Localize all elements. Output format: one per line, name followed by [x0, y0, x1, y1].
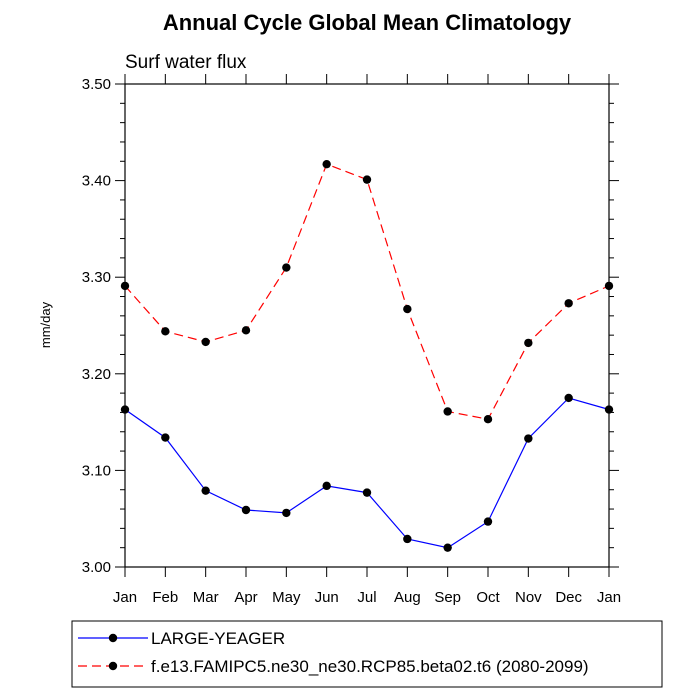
data-point	[322, 159, 331, 169]
data-point	[564, 299, 573, 308]
data-point	[282, 508, 291, 518]
legend-box	[71, 620, 663, 688]
x-tick-label: Oct	[476, 589, 500, 606]
legend-entry: LARGE-YEAGER	[78, 629, 285, 648]
chart-subtitle: Surf water flux	[125, 52, 247, 73]
data-point	[403, 534, 412, 544]
x-tick-label: Mar	[193, 589, 219, 606]
y-tick-label: 3.20	[82, 366, 111, 383]
legend-label: f.e13.FAMIPC5.ne30_ne30.RCP85.beta02.t6 …	[151, 657, 589, 676]
series-line	[124, 163, 610, 420]
x-tick-label: Jul	[357, 589, 376, 606]
x-tick-label: Apr	[234, 589, 257, 606]
data-point	[524, 434, 533, 443]
data-point	[322, 481, 331, 491]
series-1	[120, 393, 614, 552]
data-point	[241, 326, 251, 335]
series-layer	[120, 159, 614, 552]
data-point	[362, 488, 372, 497]
x-tick-label: Jun	[315, 589, 339, 606]
data-point	[443, 543, 452, 552]
x-tick-label: Dec	[555, 589, 582, 606]
legend-marker	[108, 633, 118, 643]
y-tick-label: 3.40	[82, 173, 111, 190]
x-tick-label: Feb	[152, 589, 178, 606]
data-point	[443, 407, 452, 416]
y-tick-label: 3.50	[82, 76, 111, 93]
legend-entry: f.e13.FAMIPC5.ne30_ne30.RCP85.beta02.t6 …	[78, 657, 589, 676]
x-tick-label: Jan	[597, 589, 621, 606]
y-tick-label: 3.30	[82, 269, 111, 286]
y-tick-label: 3.00	[82, 559, 111, 576]
x-tick-label: May	[272, 589, 301, 606]
data-point	[161, 433, 170, 442]
series-line	[124, 397, 610, 549]
data-point	[201, 486, 210, 495]
data-point	[241, 505, 251, 515]
legend: LARGE-YEAGER f.e13.FAMIPC5.ne30_ne30.RCP8…	[71, 620, 663, 688]
data-point	[483, 415, 493, 424]
data-point	[483, 517, 493, 526]
y-tick-label: 3.10	[82, 462, 111, 479]
legend-marker	[108, 661, 118, 671]
data-point	[524, 338, 533, 348]
series-2	[120, 159, 614, 424]
data-point	[161, 327, 170, 336]
data-point	[282, 263, 291, 272]
data-point	[564, 393, 573, 403]
plot-frame	[124, 83, 610, 568]
x-tick-label: Nov	[515, 589, 542, 606]
axis-ticks: 3.00 3.10 3.20 3.30 3.40 3.50 Jan Feb Mar Apr May J…	[82, 74, 621, 606]
chart-title: Annual Cycle Global Mean Climatology	[163, 10, 572, 35]
x-tick-label: Jan	[113, 589, 137, 606]
legend-label: LARGE-YEAGER	[151, 629, 285, 648]
data-point	[362, 175, 372, 184]
data-point	[403, 304, 412, 314]
data-point	[201, 337, 210, 347]
x-tick-label: Aug	[394, 589, 421, 606]
x-tick-label: Sep	[434, 589, 461, 606]
y-axis-label: mm/day	[38, 301, 53, 348]
